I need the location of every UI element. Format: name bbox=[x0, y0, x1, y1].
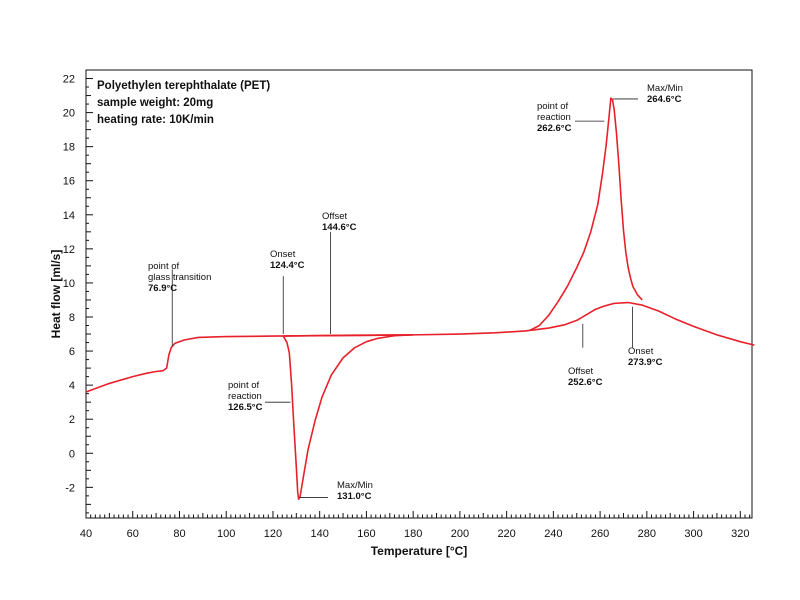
annotation-value: 76.9°C bbox=[148, 283, 177, 294]
annotation-label: Offset bbox=[322, 211, 348, 222]
x-tick-label: 220 bbox=[497, 528, 515, 540]
annotation-label: reaction bbox=[537, 112, 571, 123]
annotation-label: Onset bbox=[628, 346, 654, 357]
x-tick-label: 260 bbox=[591, 528, 609, 540]
x-tick-label: 280 bbox=[638, 528, 656, 540]
x-tick-label: 240 bbox=[544, 528, 562, 540]
annotation-label: Max/Min bbox=[647, 83, 683, 94]
annotation-value: 264.6°C bbox=[647, 94, 682, 105]
x-tick-label: 80 bbox=[173, 528, 185, 540]
x-axis: 40 60 80 100 120 140 160 180 200 220 240 260 280 300 3… bbox=[80, 511, 751, 540]
y-tick-label: 8 bbox=[69, 312, 75, 324]
sample-info: Polyethylen terephthalate (PET) sample w… bbox=[97, 80, 270, 126]
annotation-label: Onset bbox=[270, 249, 296, 260]
annotation-label: Offset bbox=[568, 366, 594, 377]
annotation-value: 262.6°C bbox=[537, 123, 572, 134]
x-axis-title: Temperature [°C] bbox=[371, 544, 468, 558]
x-tick-label: 320 bbox=[731, 528, 749, 540]
y-tick-label: 12 bbox=[63, 244, 75, 256]
info-line-title: Polyethylen terephthalate (PET) bbox=[97, 80, 270, 92]
y-tick-label: 14 bbox=[63, 210, 75, 222]
heat-flow-curve-1 bbox=[85, 301, 755, 393]
info-line-weight: sample weight: 20mg bbox=[97, 97, 213, 109]
y-axis: -2 0 2 4 6 8 10 12 14 16 18 20 22 bbox=[63, 69, 93, 514]
y-tick-label: 4 bbox=[69, 380, 75, 392]
x-tick-label: 200 bbox=[451, 528, 469, 540]
annotation-label: point of bbox=[228, 380, 260, 391]
x-tick-label: 100 bbox=[217, 528, 235, 540]
annotation-label: Max/Min bbox=[337, 480, 373, 491]
annotation-label: point of bbox=[148, 261, 180, 272]
y-tick-label: -2 bbox=[65, 482, 75, 494]
x-tick-label: 160 bbox=[357, 528, 375, 540]
annotation-value: 131.0°C bbox=[337, 491, 372, 502]
y-tick-label: 10 bbox=[63, 278, 75, 290]
x-tick-label: 300 bbox=[684, 528, 702, 540]
x-tick-label: 180 bbox=[404, 528, 422, 540]
x-tick-label: 140 bbox=[311, 528, 329, 540]
annotation-label: glass transition bbox=[148, 272, 211, 283]
x-tick-label: 40 bbox=[80, 528, 92, 540]
heat-flow-curve-4 bbox=[283, 334, 414, 337]
y-tick-label: 2 bbox=[69, 414, 75, 426]
annotation-value: 124.4°C bbox=[270, 260, 305, 271]
plot-frame bbox=[85, 69, 753, 519]
series-group bbox=[85, 97, 755, 501]
x-tick-label: 60 bbox=[127, 528, 139, 540]
y-axis-title: Heat flow [ml/s] bbox=[49, 250, 63, 339]
annotation-value: 144.6°C bbox=[322, 222, 357, 233]
heat-flow-curve-2 bbox=[282, 334, 414, 501]
y-tick-label: 16 bbox=[63, 176, 75, 188]
y-tick-label: 18 bbox=[63, 142, 75, 154]
y-tick-label: 0 bbox=[69, 448, 75, 460]
y-tick-label: 22 bbox=[63, 74, 75, 86]
annotation-label: point of bbox=[537, 101, 569, 112]
info-line-rate: heating rate: 10K/min bbox=[97, 114, 214, 126]
y-tick-label: 6 bbox=[69, 346, 75, 358]
heat-flow-curve-3 bbox=[529, 97, 643, 331]
annotation-label: reaction bbox=[228, 391, 262, 402]
y-tick-label: 20 bbox=[63, 108, 75, 120]
annotation-value: 252.6°C bbox=[568, 377, 603, 388]
x-tick-label: 120 bbox=[264, 528, 282, 540]
annotation-value: 273.9°C bbox=[628, 357, 663, 368]
annotation-value: 126.5°C bbox=[228, 402, 263, 413]
